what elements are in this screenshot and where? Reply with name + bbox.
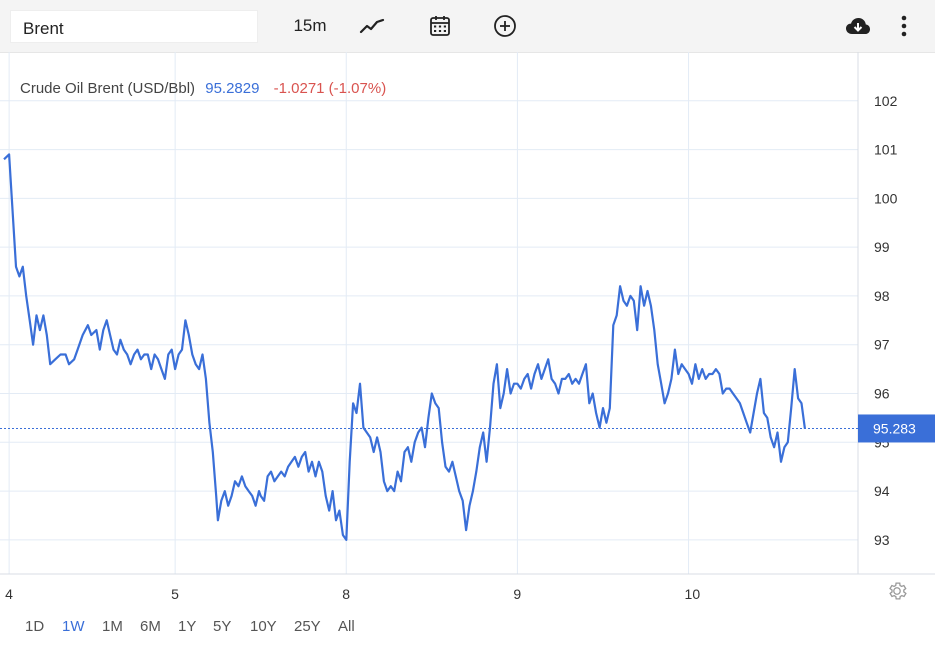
chart-grid — [0, 52, 858, 574]
range-button-1d[interactable]: 1D — [25, 618, 45, 635]
cloud-download-icon[interactable] — [840, 12, 876, 40]
interval-selector[interactable]: 15m — [293, 16, 327, 35]
legend-change-value: -1.0271 (-1.07%) — [274, 80, 387, 97]
symbol-input-value: Brent — [23, 19, 64, 38]
x-axis: 4 5 8 9 10 — [0, 573, 935, 602]
chart-toolbar: Brent 15m — [0, 0, 935, 53]
settings-gear-icon[interactable] — [886, 580, 908, 602]
y-tick-label: 93 — [874, 532, 890, 548]
legend-last-value: 95.2829 — [205, 80, 259, 97]
y-tick-label: 99 — [874, 239, 890, 255]
legend-instrument-name: Crude Oil Brent (USD/Bbl) — [20, 80, 195, 97]
add-circle-icon[interactable] — [487, 12, 523, 40]
last-price-tag-label: 95.283 — [873, 420, 916, 436]
last-price-tag-bg — [858, 414, 935, 443]
symbol-input[interactable]: Brent — [10, 10, 258, 43]
y-tick-label: 98 — [874, 288, 890, 304]
chart-legend: Crude Oil Brent (USD/Bbl) 95.2829 -1.027… — [20, 80, 386, 97]
range-button-5y[interactable]: 5Y — [213, 618, 232, 635]
range-button-25y[interactable]: 25Y — [294, 618, 321, 635]
y-tick-label: 101 — [874, 142, 898, 158]
more-vertical-icon[interactable] — [888, 12, 920, 40]
y-tick-label: 94 — [874, 483, 890, 499]
range-button-6m[interactable]: 6M — [140, 618, 161, 635]
y-tick-label: 100 — [874, 190, 898, 206]
y-axis: 93949596979899100101102 — [857, 52, 898, 574]
last-price-tag: 95.283 — [858, 414, 935, 443]
x-tick-label: 10 — [685, 586, 701, 602]
range-button-1w[interactable]: 1W — [62, 618, 85, 635]
x-tick-label: 9 — [513, 586, 521, 602]
y-tick-label: 96 — [874, 385, 890, 401]
line-chart-icon[interactable] — [354, 12, 390, 40]
x-tick-label: 5 — [171, 586, 179, 602]
y-tick-label: 97 — [874, 337, 890, 353]
range-button-1m[interactable]: 1M — [102, 618, 123, 635]
y-tick-label: 102 — [874, 93, 898, 109]
range-button-10y[interactable]: 10Y — [250, 618, 277, 635]
price-series-line — [3, 153, 806, 541]
x-tick-label: 8 — [342, 586, 350, 602]
range-button-1y[interactable]: 1Y — [178, 618, 197, 635]
range-button-all[interactable]: All — [338, 618, 355, 635]
x-tick-label: 4 — [5, 586, 13, 602]
calendar-icon[interactable] — [422, 12, 458, 40]
